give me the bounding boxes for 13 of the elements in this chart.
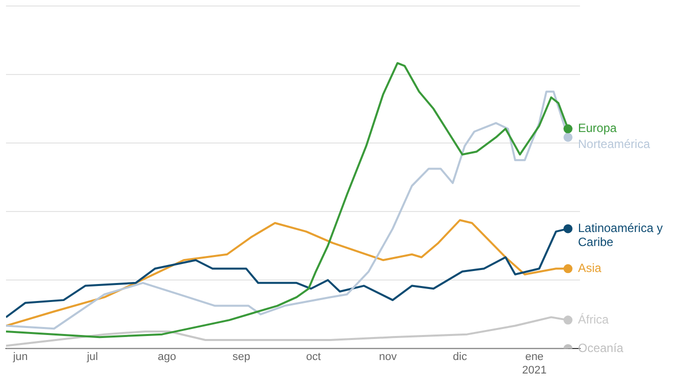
x-tick-label: jun [12,351,28,364]
series-label: Asia [578,260,602,275]
series-label: Oceanía [578,340,624,355]
series-label: Norteamérica [578,137,650,152]
x-tick-label: sep [232,351,250,364]
x-tick-label: ago [158,351,176,364]
series-label: Europa [578,121,618,136]
x-tick-label: nov [378,351,398,364]
series-label: Latinoamérica y Caribe [578,221,663,250]
x-tick-label: dic [452,351,468,364]
x-tick-label: oct [306,351,321,364]
x-tick-label: ene 2021 [522,351,547,376]
x-tick-label: jul [86,351,98,364]
